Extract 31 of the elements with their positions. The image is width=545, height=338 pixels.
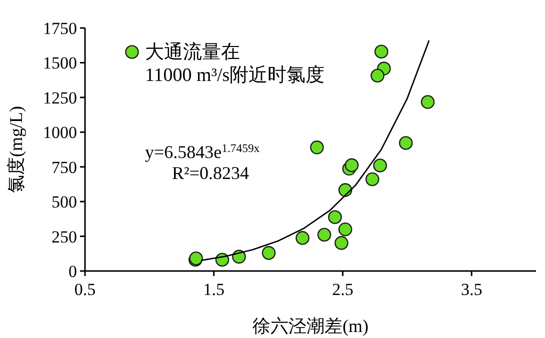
point: [373, 158, 387, 172]
y-tick-label: 1000: [43, 123, 77, 142]
x-axis-title: 徐六泾潮差(m): [252, 316, 368, 336]
x-tick-label: 0.5: [74, 280, 96, 299]
y-tick-label: 500: [52, 192, 77, 212]
point: [310, 140, 324, 154]
point: [374, 44, 388, 59]
point: [296, 231, 310, 245]
y-tick-label: 0: [68, 262, 77, 281]
y-tick-label: 1500: [43, 54, 77, 73]
y-tick-label: 250: [52, 227, 77, 246]
x-tick-label: 1.5: [203, 280, 224, 299]
point: [328, 210, 342, 224]
point: [420, 95, 435, 109]
point: [334, 236, 348, 250]
point: [398, 136, 413, 150]
point: [317, 228, 332, 242]
x-tick-label: 2.5: [332, 280, 354, 299]
point: [344, 158, 359, 172]
point: [338, 222, 352, 236]
annotation: y=6.5843e$^{1.7459x}$: [145, 142, 260, 162]
point: [365, 172, 380, 186]
y-tick-label: 750: [52, 158, 77, 177]
legend-label: 大通流量在 11000 m³/s附近时氯度: [145, 41, 325, 86]
point: [262, 246, 276, 260]
point: [370, 68, 384, 83]
x-tick-label: 3.5: [460, 280, 482, 299]
y-axis-title: 氯度(mg/L): [6, 106, 26, 193]
y-tick-label: 1750: [43, 19, 77, 38]
y-tick-label: 1250: [43, 88, 77, 108]
annotation: R²=0.8234: [172, 163, 250, 183]
